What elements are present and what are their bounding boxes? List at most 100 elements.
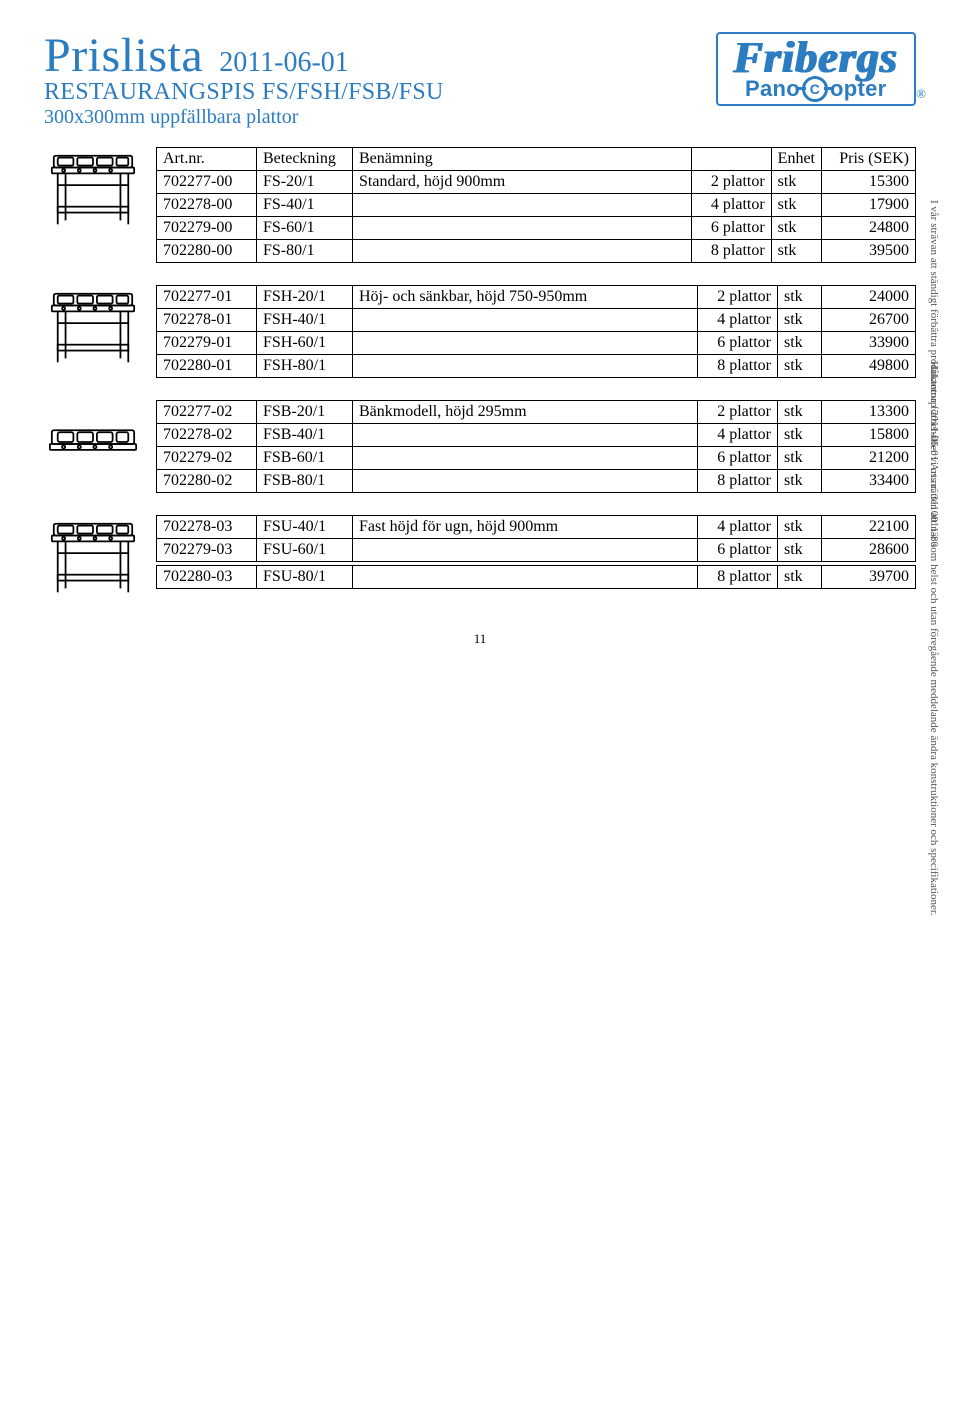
cell-price: 17900 [822, 194, 916, 217]
cell-price: 49800 [822, 355, 916, 378]
cell-qty: 4 plattor [691, 194, 771, 217]
table-row: 702278-01 FSH-40/1 4 plattor stk 26700 [157, 309, 916, 332]
product-thumb [44, 285, 142, 373]
cell-qty: 6 plattor [698, 447, 778, 470]
cell-price: 21200 [822, 447, 916, 470]
cell-ben [353, 194, 692, 217]
cell-ben [353, 240, 692, 263]
cell-art: 702280-00 [157, 240, 257, 263]
col-price: Pris (SEK) [822, 148, 916, 171]
cell-price: 22100 [822, 516, 916, 539]
product-group-fsu: 702278-03 FSU-40/1 Fast höjd för ugn, hö… [44, 515, 916, 603]
cell-ben: Höj- och sänkbar, höjd 750-950mm [353, 286, 698, 309]
cell-art: 702279-00 [157, 217, 257, 240]
cell-unit: stk [771, 217, 821, 240]
cell-bet: FSB-40/1 [257, 424, 353, 447]
cell-art: 702279-01 [157, 332, 257, 355]
cell-art: 702278-01 [157, 309, 257, 332]
cell-bet: FSU-80/1 [257, 566, 353, 589]
cell-qty: 2 plattor [698, 286, 778, 309]
cell-price: 28600 [822, 539, 916, 562]
cell-price: 33900 [822, 332, 916, 355]
page-title: Prislista [44, 28, 203, 83]
cell-art: 702279-03 [157, 539, 257, 562]
cell-price: 15300 [822, 171, 916, 194]
table-row: 702278-02 FSB-40/1 4 plattor stk 15800 [157, 424, 916, 447]
cell-unit: stk [771, 240, 821, 263]
cell-bet: FS-40/1 [257, 194, 353, 217]
table-row: 702280-01 FSH-80/1 8 plattor stk 49800 [157, 355, 916, 378]
title-block: Prislista 2011-06-01 RESTAURANGSPIS FS/F… [44, 28, 444, 129]
cell-bet: FS-60/1 [257, 217, 353, 240]
col-unit: Enhet [771, 148, 821, 171]
cell-ben: Bänkmodell, höjd 295mm [353, 401, 698, 424]
cell-bet: FSB-20/1 [257, 401, 353, 424]
price-table: Art.nr. Beteckning Benämning Enhet Pris … [156, 147, 916, 263]
table-row: 702279-02 FSB-60/1 6 plattor stk 21200 [157, 447, 916, 470]
cell-bet: FSB-80/1 [257, 470, 353, 493]
cell-ben [353, 332, 698, 355]
cell-unit: stk [778, 355, 822, 378]
cell-art: 702278-00 [157, 194, 257, 217]
cell-art: 702277-02 [157, 401, 257, 424]
cell-ben [353, 217, 692, 240]
cell-unit: stk [771, 171, 821, 194]
cell-bet: FSU-60/1 [257, 539, 353, 562]
table-row: 702278-03 FSU-40/1 Fast höjd för ugn, hö… [157, 516, 916, 539]
cell-unit: stk [778, 516, 822, 539]
page-number: 11 [474, 631, 487, 647]
product-thumb [44, 147, 142, 235]
table-row: 702279-03 FSU-60/1 6 plattor stk 28600 [157, 539, 916, 562]
logo-ring-icon: C [802, 76, 828, 102]
cell-unit: stk [778, 286, 822, 309]
cell-art: 702277-01 [157, 286, 257, 309]
cell-unit: stk [778, 332, 822, 355]
cell-ben [353, 355, 698, 378]
cell-bet: FSH-20/1 [257, 286, 353, 309]
cell-price: 24000 [822, 286, 916, 309]
cell-art: 702277-00 [157, 171, 257, 194]
stove-tall-icon [44, 285, 142, 373]
cell-qty: 8 plattor [691, 240, 771, 263]
table-row: 702280-00 FS-80/1 8 plattor stk 39500 [157, 240, 916, 263]
page-subtitle-1: RESTAURANGSPIS FS/FSH/FSB/FSU [44, 79, 444, 106]
cell-qty: 2 plattor [698, 401, 778, 424]
cell-qty: 6 plattor [691, 217, 771, 240]
cell-unit: stk [778, 309, 822, 332]
cell-price: 39700 [822, 566, 916, 589]
col-ben: Benämning [353, 148, 692, 171]
cell-bet: FSH-80/1 [257, 355, 353, 378]
cell-qty: 6 plattor [698, 539, 778, 562]
logo-main-text: Fribergs [734, 38, 898, 78]
product-group-fsh: 702277-01 FSH-20/1 Höj- och sänkbar, höj… [44, 285, 916, 378]
page-date: 2011-06-01 [219, 47, 349, 79]
price-table: 702278-03 FSU-40/1 Fast höjd för ugn, hö… [156, 515, 916, 589]
cell-ben [353, 309, 698, 332]
cell-qty: 4 plattor [698, 516, 778, 539]
cell-price: 33400 [822, 470, 916, 493]
cell-ben: Standard, höjd 900mm [353, 171, 692, 194]
table-row: 702280-02 FSB-80/1 8 plattor stk 33400 [157, 470, 916, 493]
cell-bet: FSH-40/1 [257, 309, 353, 332]
col-qty [691, 148, 771, 171]
cell-unit: stk [778, 424, 822, 447]
cell-price: 15800 [822, 424, 916, 447]
cell-qty: 8 plattor [698, 566, 778, 589]
product-group-fs: Art.nr. Beteckning Benämning Enhet Pris … [44, 147, 916, 263]
cell-price: 26700 [822, 309, 916, 332]
footer-artnr: Håkantorp 2011-06-01 Art.nr. 3110011-80 [926, 361, 942, 621]
col-bet: Beteckning [257, 148, 353, 171]
logo-sub-text: Pano C opter [734, 76, 898, 102]
stove-tall-icon [44, 515, 142, 603]
cell-ben [353, 424, 698, 447]
cell-qty: 4 plattor [698, 424, 778, 447]
cell-bet: FSH-60/1 [257, 332, 353, 355]
cell-art: 702278-02 [157, 424, 257, 447]
cell-price: 24800 [822, 217, 916, 240]
registered-mark: ® [916, 86, 926, 102]
cell-art: 702280-01 [157, 355, 257, 378]
cell-price: 39500 [822, 240, 916, 263]
cell-art: 702280-02 [157, 470, 257, 493]
cell-art: 702279-02 [157, 447, 257, 470]
cell-bet: FS-80/1 [257, 240, 353, 263]
